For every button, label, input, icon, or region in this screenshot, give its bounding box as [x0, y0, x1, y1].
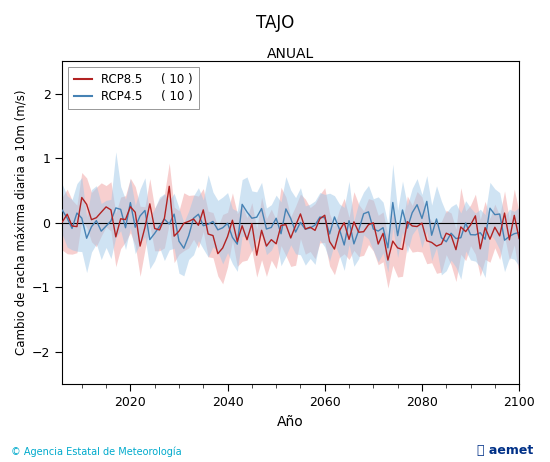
Text: © Agencia Estatal de Meteorología: © Agencia Estatal de Meteorología: [11, 447, 182, 457]
Text: Ⓜ aemet: Ⓜ aemet: [477, 444, 534, 457]
Title: ANUAL: ANUAL: [267, 47, 315, 61]
Legend: RCP8.5     ( 10 ), RCP4.5     ( 10 ): RCP8.5 ( 10 ), RCP4.5 ( 10 ): [68, 67, 199, 109]
Text: TAJO: TAJO: [256, 14, 294, 32]
Y-axis label: Cambio de racha máxima diaria a 10m (m/s): Cambio de racha máxima diaria a 10m (m/s…: [15, 90, 28, 355]
X-axis label: Año: Año: [277, 414, 304, 429]
